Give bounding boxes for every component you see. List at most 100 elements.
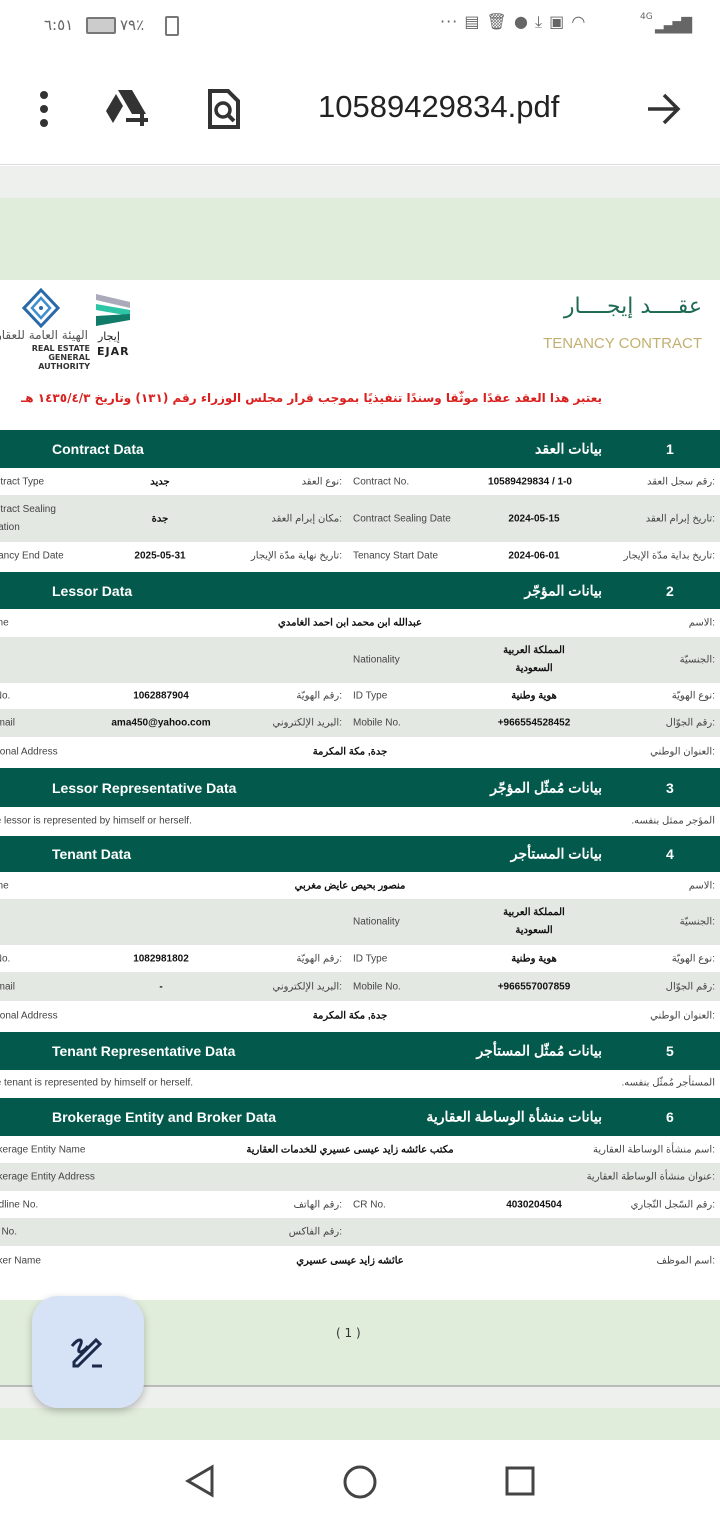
- staff-en-text: Broker Name: [0, 1255, 41, 1266]
- broker-address-row: عنوان منشأة الوساطة العقارية: Brokerage E…: [0, 1163, 720, 1191]
- status-bar: ٦:٥١ ٧٩٪ ··· ▤ 🗑 ● ⤓ ▣ ◠ 4G ▂▄▆█: [0, 0, 720, 55]
- addr-text: جدة, مكة المكرمة: [312, 746, 388, 757]
- section-header-lessor-rep: Lessor Representative Data بيانات مُمثّل …: [0, 768, 720, 807]
- lessor-rep-row: المؤجر ممثل بنفسه. The lessor is represen…: [0, 807, 720, 834]
- mobile-ar-text: رقم الجوّال:: [665, 717, 715, 729]
- name-text: منصور بحيص عايض مغربي: [294, 880, 406, 891]
- tenant-contact-row: رقم الجوّال: +966557007859 Mobile No. البري…: [0, 972, 720, 1001]
- en-text: Lessor Representative Data: [52, 779, 237, 796]
- page-number: ( 1 ): [336, 1326, 361, 1340]
- address-en-text: Brokerage Entity Address: [0, 1171, 95, 1183]
- v1-text: 2024-05-15: [508, 513, 560, 524]
- authority-logo-en: REAL ESTATE GENERAL AUTHORITY: [31, 344, 90, 371]
- ar-text: بيانات المؤجّر: [524, 582, 602, 598]
- email-text: -: [159, 981, 163, 992]
- v2-text: 2025-05-31: [134, 550, 186, 562]
- email-ar-text: البريد الإلكتروني:: [272, 717, 343, 729]
- battery-saver-icon: [86, 17, 116, 34]
- fax-en-text: Fax No.: [0, 1226, 18, 1238]
- annotate-button[interactable]: [32, 1296, 144, 1408]
- num-text: 5: [666, 1043, 674, 1059]
- v1-text: 10589429834 / 1-0: [488, 476, 572, 487]
- v2-text: جديد: [150, 476, 170, 487]
- idno-en-text: ID No.: [0, 953, 11, 964]
- ar1-text: تاريخ إبرام العقد:: [645, 513, 715, 524]
- cr-ar-text: رقم السّجل التّجاري:: [630, 1199, 715, 1210]
- idno-text: 1082981802: [133, 953, 189, 964]
- ar-text: بيانات مُمثّل المستأجر: [476, 1042, 602, 1059]
- idtype-text: هوية وطنية: [511, 953, 557, 964]
- section-header-lessor: Lessor Data بيانات المؤجّر 2: [0, 572, 720, 609]
- staff-ar-text: اسم الموظف:: [656, 1255, 715, 1266]
- ejar-logo-en: EJAR: [97, 345, 130, 358]
- en-text: Brokerage Entity and Broker Data: [52, 1109, 277, 1125]
- recents-icon[interactable]: [505, 1466, 535, 1496]
- network-type: 4G: [640, 12, 653, 22]
- navigation-bar: [0, 1440, 720, 1520]
- section-number: 1: [666, 441, 674, 457]
- ar-text: بيانات المستأجر: [510, 845, 602, 862]
- idno-ar-text: رقم الهويّة:: [296, 953, 342, 964]
- num-text: 3: [666, 779, 674, 796]
- entity-text: مكتب عائشه زايد عيسى عسيري للخدمات العقا…: [246, 1144, 454, 1155]
- addr-text: جدة, مكة المكرمة: [312, 1010, 388, 1021]
- search-document-icon[interactable]: [206, 89, 242, 129]
- email-text: ama450@yahoo.com: [111, 717, 211, 729]
- addr-ar-text: العنوان الوطني:: [650, 746, 715, 757]
- addr-en-text: National Address: [0, 1010, 58, 1021]
- section-header-tenant-rep: Tenant Representative Data بيانات مُمثّل …: [0, 1032, 720, 1070]
- address-ar-text: عنوان منشأة الوساطة العقارية:: [586, 1171, 715, 1183]
- idtype-en-text: ID Type: [353, 953, 388, 964]
- en-text: Lessor Data: [52, 582, 133, 599]
- contract-row: تاريخ بداية مدّة الإيجار: 2024-06-01 Tenan…: [0, 542, 720, 570]
- tenant-name-row: الاسم: منصور بحيص عايض مغربي Name: [0, 872, 720, 899]
- document-title: 10589429834.pdf: [318, 89, 560, 124]
- mobile-text: +966554528452: [497, 717, 571, 729]
- mobile-en-text: Mobile No.: [353, 981, 401, 992]
- lessor-address-row: العنوان الوطني: جدة, مكة المكرمة National …: [0, 737, 720, 766]
- idtype-text: هوية وطنية: [511, 690, 557, 702]
- idno-en-text: ID No.: [0, 690, 11, 702]
- ar1-text: تاريخ بداية مدّة الإيجار:: [623, 550, 715, 562]
- phone-en-text: Landline No.: [0, 1199, 39, 1210]
- battery-percent: ٧٩٪: [120, 16, 145, 34]
- more-options-icon[interactable]: [40, 91, 48, 127]
- tenant-address-row: العنوان الوطني: جدة, مكة المكرمة National …: [0, 1001, 720, 1030]
- signal-icon: ▂▄▆█: [655, 18, 692, 34]
- section-title-ar: بيانات العقد: [535, 440, 602, 457]
- section-header-broker: Brokerage Entity and Broker Data بيانات م…: [0, 1098, 720, 1136]
- arrow-right-icon[interactable]: [646, 93, 682, 125]
- num-text: 2: [666, 582, 674, 599]
- section-header-contract: Contract Data بيانات العقد 1: [0, 430, 720, 468]
- ar2-text: مكان إبرام العقد:: [271, 513, 342, 524]
- name-en-text: Name: [0, 617, 9, 629]
- pdf-page: الهيئة العامة للعقار REAL ESTATE GENERAL…: [0, 280, 720, 1300]
- en-text: Tenant Representative Data: [52, 1043, 236, 1059]
- num-text: 4: [666, 846, 674, 862]
- en2-text: Tenancy End Date: [0, 550, 64, 562]
- v1-text: 2024-06-01: [508, 550, 560, 562]
- name-ar-text: الاسم:: [688, 880, 715, 891]
- en2-text: Contract Type: [0, 476, 45, 487]
- phone-ar-text: رقم الهاتف:: [293, 1199, 342, 1210]
- add-to-drive-icon[interactable]: [104, 88, 150, 128]
- lessor-name-row: الاسم: عبدالله ابن محمد ابن احمد الغامدي N…: [0, 609, 720, 637]
- pen-icon: [70, 1337, 103, 1368]
- name-text: عبدالله ابن محمد ابن احمد الغامدي: [278, 617, 422, 629]
- broker-cr-row: رقم السّجل التّجاري: 4030204504 CR No. رقم …: [0, 1191, 720, 1218]
- ar1-text: رقم سجل العقد:: [647, 476, 715, 487]
- lessor-contact-row: رقم الجوّال: +966554528452 Mobile No. البري…: [0, 709, 720, 737]
- broker-fax-row: رقم الفاكس: Fax No.: [0, 1218, 720, 1246]
- name-en-text: Name: [0, 880, 9, 891]
- idno-ar-text: رقم الهويّة:: [296, 690, 342, 702]
- page-margin-top: [0, 198, 720, 280]
- back-icon[interactable]: [184, 1464, 216, 1498]
- addr-ar-text: العنوان الوطني:: [650, 1010, 715, 1021]
- staff-text: عائشه زايد عيسى عسيري: [296, 1255, 404, 1266]
- mobile-ar-text: رقم الجوّال:: [665, 981, 715, 992]
- home-icon[interactable]: [342, 1464, 378, 1500]
- nat-en-text: Nationality: [353, 916, 400, 928]
- en1-text: Tenancy Start Date: [353, 550, 439, 562]
- ar-text: بيانات منشأة الوساطة العقارية: [426, 1108, 602, 1125]
- broker-staff-row: اسم الموظف: عائشه زايد عيسى عسيري Broker N…: [0, 1246, 720, 1275]
